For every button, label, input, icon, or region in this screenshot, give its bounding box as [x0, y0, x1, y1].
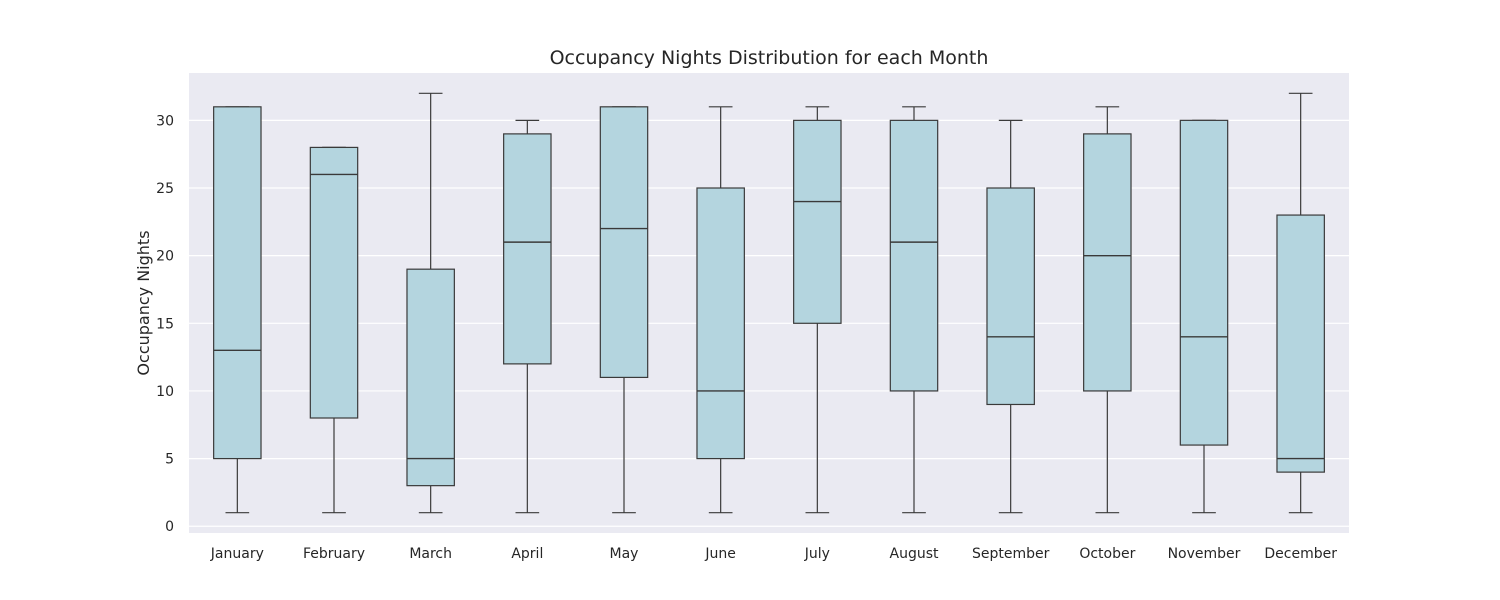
box	[1276, 214, 1325, 473]
x-tick-label: May	[610, 546, 639, 562]
y-tick-labels: 0 5 10 15 20 25 30	[156, 113, 174, 535]
x-tick-label: March	[409, 546, 452, 562]
x-tick-label: January	[210, 546, 264, 562]
x-tick-label: February	[303, 546, 365, 562]
box-group	[309, 146, 359, 514]
x-tick-label: June	[704, 546, 736, 562]
chart-title: Occupancy Nights Distribution for each M…	[550, 47, 989, 69]
x-tick-labels: January February March April May June July Augu…	[210, 546, 1337, 562]
box	[1179, 119, 1229, 446]
boxes	[213, 92, 1325, 514]
x-tick-label: July	[804, 546, 830, 562]
x-tick-label: September	[972, 546, 1050, 562]
box-group	[1083, 106, 1132, 514]
box-group	[599, 106, 649, 514]
y-tick-label: 15	[156, 316, 174, 332]
x-tick-label: December	[1264, 546, 1337, 562]
y-tick-label: 30	[156, 113, 174, 129]
y-tick-label: 10	[156, 384, 174, 400]
y-tick-label: 5	[165, 452, 174, 468]
box-group	[793, 106, 842, 514]
box	[889, 119, 939, 392]
box	[599, 106, 649, 379]
box	[213, 106, 262, 460]
box	[406, 268, 455, 487]
x-tick-label: April	[511, 546, 543, 562]
box-group	[696, 106, 745, 514]
box-group	[889, 106, 939, 514]
box-group	[503, 119, 552, 514]
box-group	[1179, 119, 1229, 514]
y-tick-label: 20	[156, 249, 174, 265]
box	[309, 146, 359, 419]
x-tick-label: August	[890, 546, 940, 562]
grid-lines	[189, 119, 1349, 527]
box	[503, 133, 552, 365]
y-tick-label: 0	[165, 519, 174, 535]
box-group	[1276, 92, 1325, 514]
box	[1083, 133, 1132, 392]
x-tick-label: October	[1079, 546, 1135, 562]
box	[986, 187, 1035, 406]
y-tick-label: 25	[156, 181, 174, 197]
box-group	[986, 119, 1035, 514]
y-axis-label: Occupancy Nights	[134, 230, 153, 375]
box	[696, 187, 745, 460]
box-group	[406, 92, 455, 514]
box	[793, 119, 842, 324]
x-tick-label: November	[1168, 546, 1241, 562]
box-group	[213, 106, 262, 514]
plot-background	[189, 73, 1349, 533]
